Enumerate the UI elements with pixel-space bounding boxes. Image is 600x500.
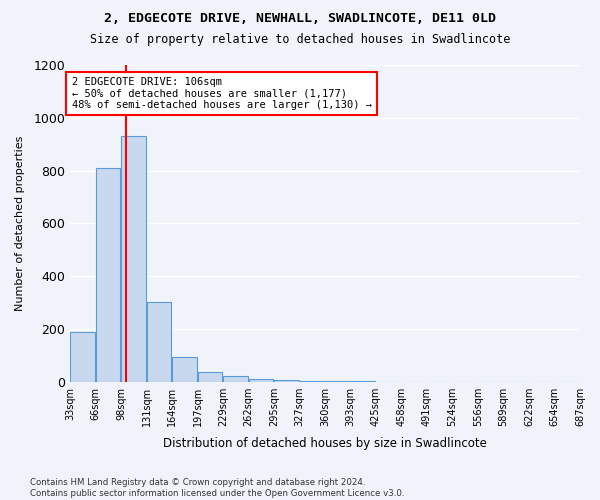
Text: Size of property relative to detached houses in Swadlincote: Size of property relative to detached ho… [90,32,510,46]
Text: Contains HM Land Registry data © Crown copyright and database right 2024.
Contai: Contains HM Land Registry data © Crown c… [30,478,404,498]
Text: 2 EDGECOTE DRIVE: 106sqm
← 50% of detached houses are smaller (1,177)
48% of sem: 2 EDGECOTE DRIVE: 106sqm ← 50% of detach… [71,77,371,110]
X-axis label: Distribution of detached houses by size in Swadlincote: Distribution of detached houses by size … [163,437,487,450]
Text: 2, EDGECOTE DRIVE, NEWHALL, SWADLINCOTE, DE11 0LD: 2, EDGECOTE DRIVE, NEWHALL, SWADLINCOTE,… [104,12,496,26]
Bar [146,302,171,382]
Bar [95,168,120,382]
Y-axis label: Number of detached properties: Number of detached properties [15,136,25,311]
Bar [274,380,299,382]
Bar [223,376,248,382]
Bar [121,136,146,382]
Bar [248,379,273,382]
Bar [299,381,324,382]
Bar [172,356,197,382]
Bar [197,372,222,382]
Bar [70,332,95,382]
